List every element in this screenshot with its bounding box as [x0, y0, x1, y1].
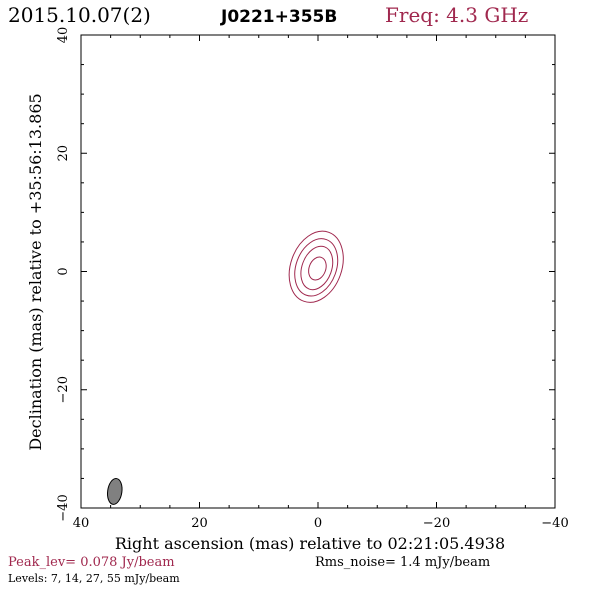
x-axis-label: Right ascension (mas) relative to 02:21:… [115, 534, 505, 553]
contour-level-55 [308, 256, 327, 281]
y-tick-label: 0 [56, 267, 71, 275]
y-tick-label: −20 [56, 376, 71, 403]
y-tick-label: 40 [56, 27, 71, 44]
y-tick-label: −40 [56, 494, 71, 521]
x-tick-label: −40 [541, 516, 568, 531]
contour-levels: Levels: 7, 14, 27, 55 mJy/beam [8, 572, 180, 585]
observation-date: 2015.10.07(2) [8, 3, 151, 27]
axis-ticks [80, 34, 556, 509]
x-tick-labels: 40 20 0 −20 −40 [73, 516, 569, 531]
rms-noise: Rms_noise= 1.4 mJy/beam [315, 555, 490, 570]
peak-level: Peak_lev= 0.078 Jy/beam [8, 555, 175, 570]
beam-group [107, 478, 123, 505]
x-tick-label: 0 [314, 516, 322, 531]
x-tick-label: −20 [423, 516, 450, 531]
contour-group [288, 230, 344, 303]
plot-frame [80, 34, 556, 509]
frequency-label: Freq: 4.3 GHz [385, 3, 528, 27]
x-tick-label: 40 [73, 516, 90, 531]
x-tick-label: 20 [191, 516, 208, 531]
y-tick-labels: −40 −20 0 20 40 [56, 27, 71, 522]
y-axis-label: Declination (mas) relative to +35:56:13.… [26, 93, 45, 450]
contour-level-14 [294, 238, 339, 297]
contour-level-27 [300, 245, 334, 291]
contour-level-7 [288, 230, 344, 303]
beam-ellipse [107, 478, 123, 505]
y-tick-label: 20 [56, 145, 71, 162]
source-name: J0221+355B [220, 7, 337, 27]
